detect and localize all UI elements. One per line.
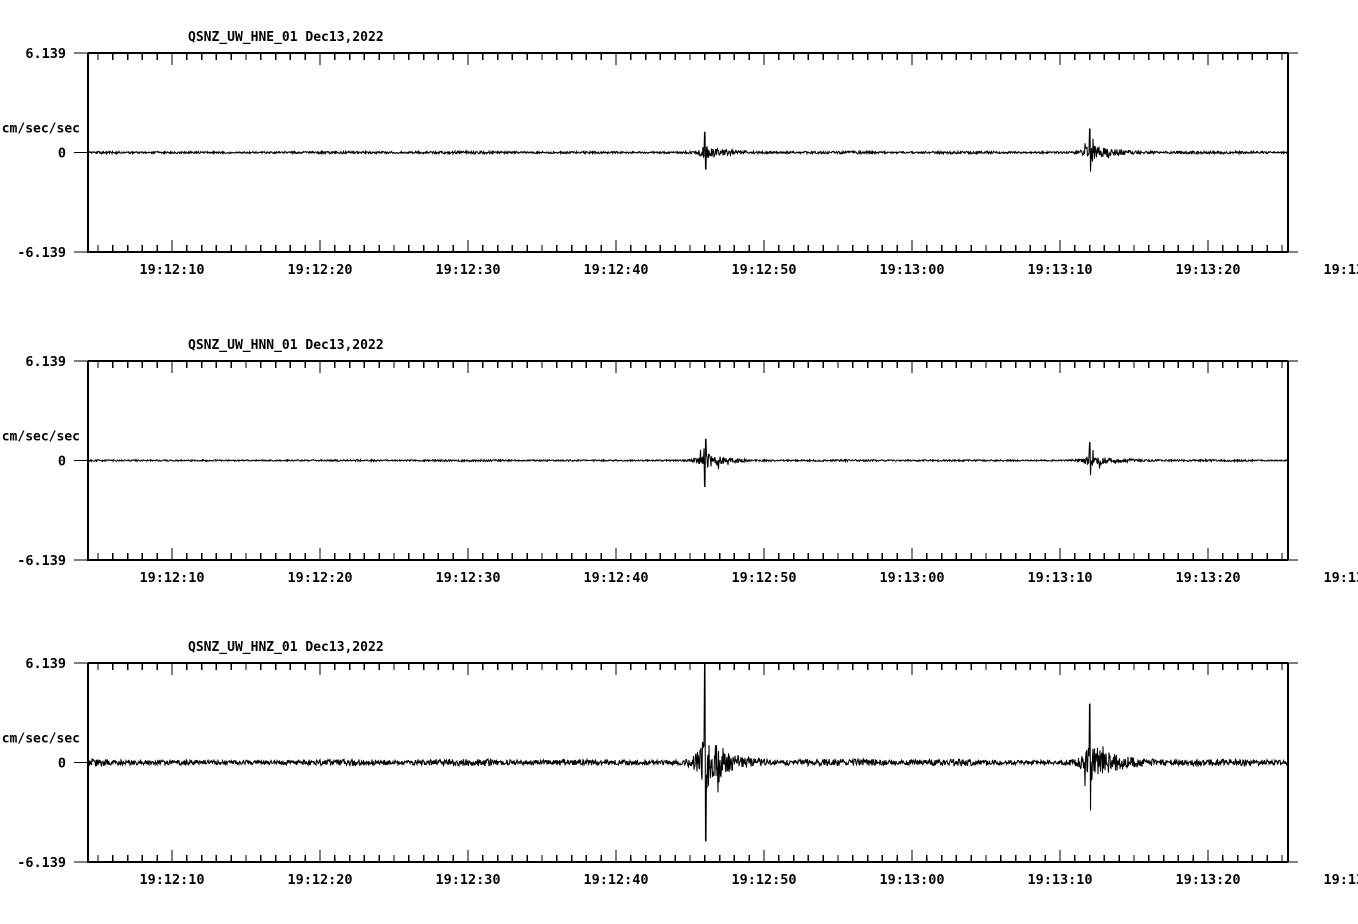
panel-hne-xtick-label-4: 19:12:50 [731, 262, 796, 278]
panel-hnz-xtick-label-0: 19:12:10 [139, 872, 204, 888]
panel-hnz-ymax-label: 6.139 [25, 656, 66, 672]
panel-hne-yzero-label: 0 [58, 146, 66, 162]
panel-hnz-yunit-label: cm/sec/sec [2, 732, 80, 747]
panel-hnz-xtick-label-5: 19:13:00 [879, 872, 944, 888]
panel-hnn-ymax-label: 6.139 [25, 354, 66, 370]
panel-hnn-xtick-label-5: 19:13:00 [879, 570, 944, 586]
panel-hnz-xtick-label-6: 19:13:10 [1027, 872, 1092, 888]
panel-hne-plot: QSNZ_UW_HNE_01 Dec13,2022 6.139 0 -6.139 cm/… [2, 30, 1358, 278]
panel-hnn-plot: QSNZ_UW_HNN_01 Dec13,2022 6.139 0 -6.139 cm/… [2, 338, 1358, 586]
panel-hnz-xtick-label-7: 19:13:20 [1175, 872, 1240, 888]
panel-hnn-ymin-label: -6.139 [17, 553, 66, 569]
panel-hnz-xtick-label-4: 19:12:50 [731, 872, 796, 888]
panel-hne-xtick-label-8: 19:13:30 [1323, 262, 1358, 278]
panel-hnn-waveform-trace [87, 438, 1289, 487]
panel-hnz-xtick-label-1: 19:12:20 [287, 872, 352, 888]
panel-hnz-waveform-trace [87, 666, 1289, 842]
panel-hnz-x-ticks [97, 663, 1283, 862]
panel-hne-ymax-label: 6.139 [25, 46, 66, 62]
panel-hnn-xtick-label-4: 19:12:50 [731, 570, 796, 586]
panel-hne-waveform-trace [87, 128, 1289, 172]
panel-hnn-xtick-label-6: 19:13:10 [1027, 570, 1092, 586]
panel-hnz-y-ticks [74, 662, 88, 863]
panel-hnz-title: QSNZ_UW_HNZ_01 Dec13,2022 [188, 640, 384, 655]
panel-hnn-xtick-label-0: 19:12:10 [139, 570, 204, 586]
seismogram-panel-hnz: QSNZ_UW_HNZ_01 Dec13,2022 6.139 0 -6.139 cm/… [0, 610, 1358, 924]
panel-hne-title: QSNZ_UW_HNE_01 Dec13,2022 [188, 30, 384, 45]
seismogram-panel-hne: QSNZ_UW_HNE_01 Dec13,2022 6.139 0 -6.139 cm/… [0, 0, 1358, 314]
panel-hnn-xtick-label-8: 19:13:30 [1323, 570, 1358, 586]
seismogram-panel-hnn: QSNZ_UW_HNN_01 Dec13,2022 6.139 0 -6.139 cm/… [0, 308, 1358, 622]
panel-hne-ymin-label: -6.139 [17, 245, 66, 261]
panel-hnn-title: QSNZ_UW_HNN_01 Dec13,2022 [188, 338, 384, 353]
panel-hnz-xtick-label-8: 19:13:30 [1323, 872, 1358, 888]
panel-hnz-xtick-label-3: 19:12:40 [583, 872, 648, 888]
panel-hnn-y-ticks [74, 360, 88, 561]
panel-hnn-xtick-label-7: 19:13:20 [1175, 570, 1240, 586]
panel-hne-xtick-label-1: 19:12:20 [287, 262, 352, 278]
panel-hnz-xtick-label-2: 19:12:30 [435, 872, 500, 888]
panel-hnn-yunit-label: cm/sec/sec [2, 430, 80, 445]
panel-hnn-xtick-label-3: 19:12:40 [583, 570, 648, 586]
panel-hne-xtick-label-0: 19:12:10 [139, 262, 204, 278]
panel-hne-x-ticks [97, 53, 1283, 252]
panel-hne-xtick-label-7: 19:13:20 [1175, 262, 1240, 278]
panel-hne-yunit-label: cm/sec/sec [2, 122, 80, 137]
panel-hnn-xtick-label-2: 19:12:30 [435, 570, 500, 586]
panel-hne-xtick-label-2: 19:12:30 [435, 262, 500, 278]
panel-hne-xtick-label-6: 19:13:10 [1027, 262, 1092, 278]
panel-hnz-ymin-label: -6.139 [17, 855, 66, 871]
panel-hne-xtick-label-5: 19:13:00 [879, 262, 944, 278]
panel-hne-xtick-label-3: 19:12:40 [583, 262, 648, 278]
panel-hnn-yzero-label: 0 [58, 454, 66, 470]
panel-hnn-xtick-label-1: 19:12:20 [287, 570, 352, 586]
panel-hnz-plot: QSNZ_UW_HNZ_01 Dec13,2022 6.139 0 -6.139 cm/… [2, 640, 1358, 888]
panel-hne-y-ticks [74, 52, 88, 253]
panel-hnn-x-ticks [97, 361, 1283, 560]
panel-hnz-yzero-label: 0 [58, 756, 66, 772]
